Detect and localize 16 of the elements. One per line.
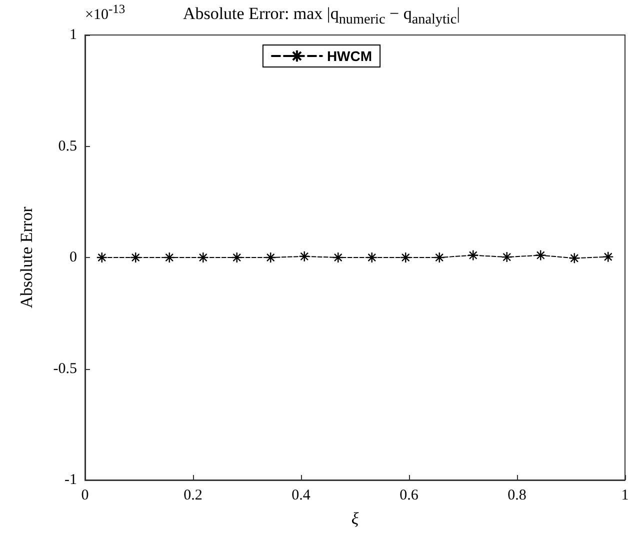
y-tick-label: -1 (64, 472, 77, 488)
x-tick-label: 0.8 (508, 488, 526, 504)
x-tick-label: 0 (81, 488, 89, 504)
y-tick-label: 1 (70, 27, 77, 43)
x-tick-label: 1 (621, 488, 629, 504)
y-tick-label: -0.5 (53, 360, 77, 377)
y-axis-title: Absolute Error (17, 206, 36, 308)
x-tick-label: 0.6 (400, 488, 419, 504)
y-tick-label: 0.5 (58, 138, 77, 154)
x-axis-title: ξ (351, 509, 360, 528)
x-tick-label: 0.2 (184, 488, 202, 504)
chart-title: Absolute Error: max |q$_{numeric}$ − q$_{analytic}$| (182, 4, 460, 28)
x-tick-label: 0.4 (292, 488, 311, 504)
legend-label: HWCM (326, 48, 372, 64)
text: ×10$^{-13}$ (85, 2, 126, 24)
y-tick-label: 0 (70, 250, 77, 266)
